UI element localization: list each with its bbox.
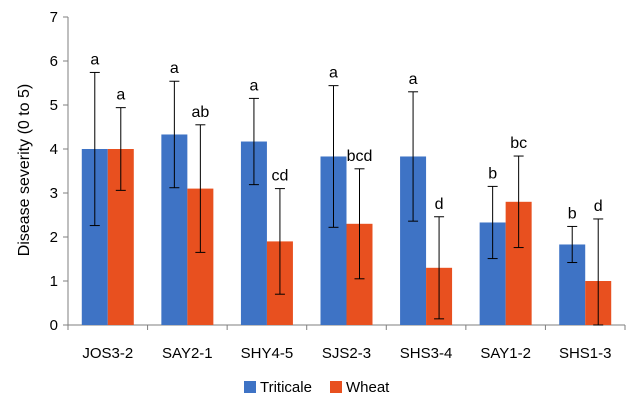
y-axis-label: Disease severity (0 to 5) (16, 84, 33, 257)
significance-letter: a (170, 60, 179, 77)
significance-letter: b (568, 205, 577, 222)
significance-letter: a (249, 77, 258, 94)
significance-letter: ab (191, 104, 209, 121)
x-tick-label: SHS3-4 (400, 345, 453, 362)
y-tick-label: 5 (50, 97, 58, 114)
y-tick-label: 4 (50, 141, 58, 158)
y-tick-label: 2 (50, 229, 58, 246)
x-tick-label: SHY4-5 (241, 345, 294, 362)
y-tick-label: 7 (50, 9, 58, 26)
significance-letter: d (435, 196, 444, 213)
y-tick-label: 1 (50, 273, 58, 290)
y-tick-label: 3 (50, 185, 58, 202)
significance-letter: cd (271, 168, 288, 185)
legend: Triticale Wheat (244, 379, 390, 396)
x-tick-label: SAY1-2 (480, 345, 531, 362)
x-tick-label: SHS1-3 (559, 345, 612, 362)
significance-letter: a (329, 65, 338, 82)
legend-label: Wheat (346, 379, 390, 396)
legend-swatch (244, 381, 256, 393)
x-tick-label: SJS2-3 (322, 345, 371, 362)
significance-letter: bcd (347, 148, 373, 165)
legend-swatch (330, 381, 342, 393)
y-tick-label: 6 (50, 53, 58, 70)
significance-letter: bc (510, 135, 527, 152)
significance-letter: d (594, 198, 603, 215)
x-tick-label: JOS3-2 (82, 345, 133, 362)
significance-letter: a (90, 51, 99, 68)
legend-label: Triticale (260, 379, 312, 396)
x-tick-label: SAY2-1 (162, 345, 213, 362)
significance-letter: a (116, 87, 125, 104)
significance-letter: a (409, 71, 418, 88)
y-tick-label: 0 (50, 317, 58, 334)
significance-letter: b (488, 165, 497, 182)
axes: 0 1 2 3 4 5 6 7 JOS3-2 SAY2-1 SHY4-5 SJS2-3 SHS3-4 SA… (50, 9, 626, 362)
